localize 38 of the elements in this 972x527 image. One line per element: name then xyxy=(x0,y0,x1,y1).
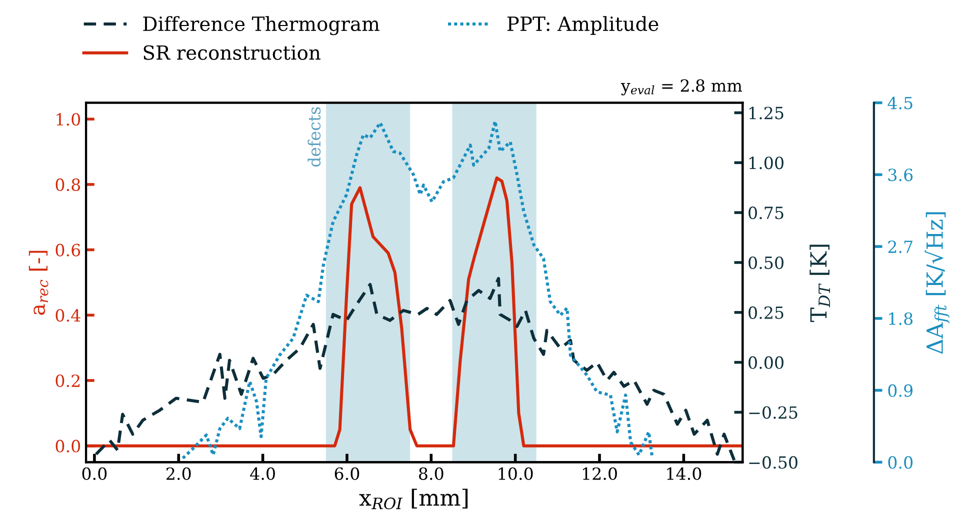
x-tick-label: 10.0 xyxy=(498,467,533,480)
y3-axis-title: ΔA$_{fft}$ [K/√Hz] xyxy=(924,212,950,354)
y-tick-label: 0.0 xyxy=(56,440,80,452)
x-tick-label: 4.0 xyxy=(250,467,275,480)
y2-tick-label: 0.50 xyxy=(748,256,784,270)
legend-label: PPT: Amplitude xyxy=(507,16,658,35)
x-tick-label: 14.0 xyxy=(667,467,702,480)
y3-tick-label: 1.8 xyxy=(889,312,913,325)
x-axis-title: x$_{ROI}$ [mm] xyxy=(359,488,468,510)
y-tick-label: 0.2 xyxy=(56,374,80,388)
y3-tick-label: 2.7 xyxy=(888,240,912,254)
y2-tick-label: −0.25 xyxy=(749,406,798,419)
y2-axis-title: T$_{DT}$ [K] xyxy=(810,244,830,322)
y2-tick-label: 0.00 xyxy=(748,356,784,369)
x-tick-label: 12.0 xyxy=(582,467,617,480)
legend-label: Difference Thermogram xyxy=(143,16,380,36)
y-axis-title: a$_{rec}$ [-] xyxy=(28,250,48,315)
y3-tick-label: 0.9 xyxy=(888,384,913,397)
y-tick-label: 1.0 xyxy=(56,113,80,126)
x-tick-label: 2.0 xyxy=(166,467,191,480)
line-series xyxy=(86,176,743,448)
y-tick-label: 0.6 xyxy=(56,244,80,256)
y2-tick-label: 1.25 xyxy=(750,106,784,120)
y3-tick-label: 4.5 xyxy=(888,96,912,110)
y2-tick-label: 0.25 xyxy=(748,306,784,319)
x-tick-label: 0.0 xyxy=(82,467,107,480)
y2-tick-label: 1.00 xyxy=(750,156,784,170)
y3-tick-label: 3.6 xyxy=(888,168,913,182)
band-label: defects xyxy=(308,107,321,167)
y-tick-label: 0.8 xyxy=(56,178,80,192)
x-tick-label: 8.0 xyxy=(419,467,444,480)
y-tick-label: 0.4 xyxy=(56,309,80,322)
y2-tick-label: −0.50 xyxy=(749,456,798,469)
legend-label: SR reconstruction xyxy=(144,45,320,60)
y2-tick-label: 0.75 xyxy=(748,206,784,220)
text: y$_{eval}$ = 2.8 mm xyxy=(620,79,742,96)
x-tick-label: 6.0 xyxy=(334,467,360,480)
y3-tick-label: 0.0 xyxy=(888,456,913,469)
